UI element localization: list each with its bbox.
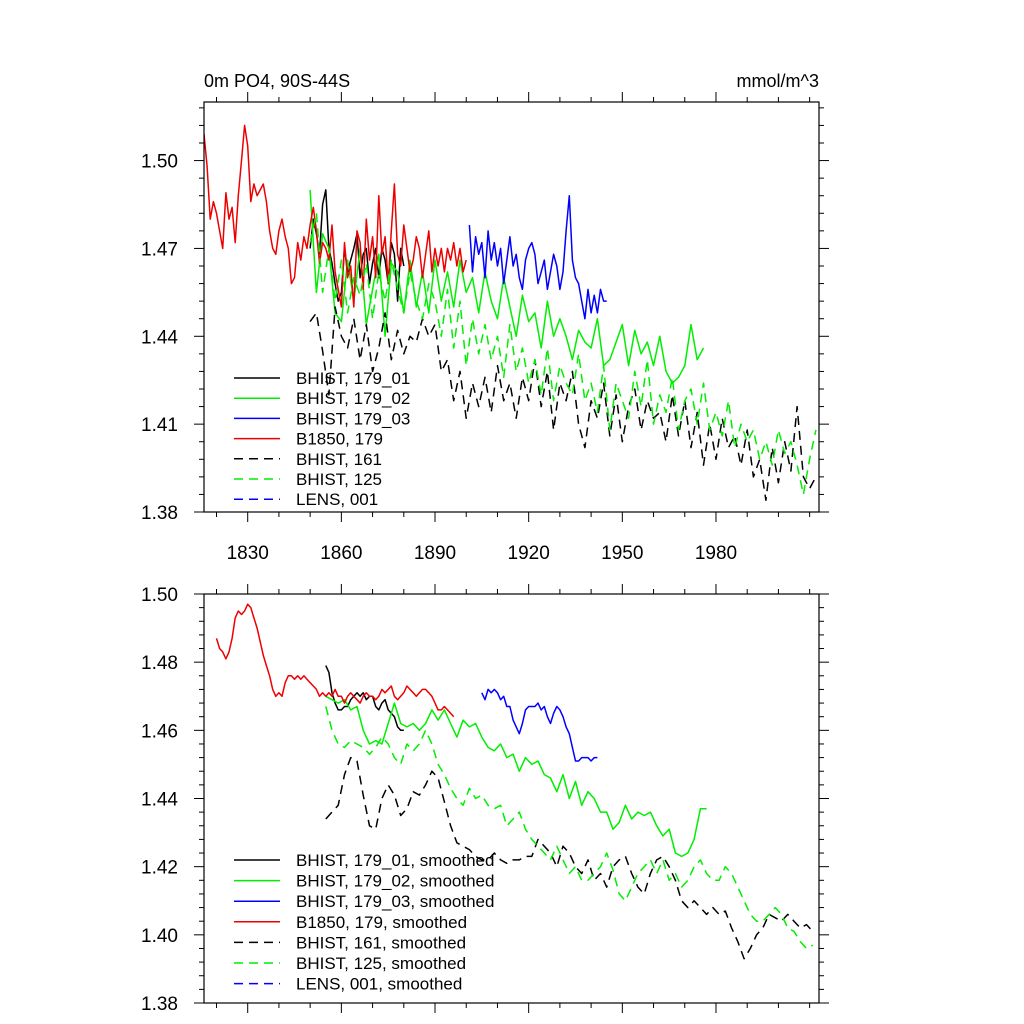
top-chart-title: 0m PO4, 90S-44S [204,71,350,91]
top-y-tick-label: 1.47 [141,239,178,260]
bottom-legend-label-6: LENS, 001, smoothed [296,975,462,994]
top-chart-units: mmol/m^3 [737,71,819,91]
bottom-legend-label-2: BHIST, 179_03, smoothed [296,892,494,911]
bottom-y-tick-label: 1.46 [141,721,178,742]
top-x-tick-label: 1950 [601,543,643,564]
bottom-series-line-2 [481,688,598,762]
bottom-y-tick-label: 1.38 [141,994,178,1015]
bottom-y-tick-label: 1.42 [141,858,178,879]
top-plot-frame [203,101,820,513]
top-series-line-4 [309,306,817,502]
bottom-y-tick-label: 1.50 [141,585,178,606]
bottom-legend-label-4: BHIST, 161, smoothed [296,933,466,952]
bottom-legend-label-3: B1850, 179, smoothed [296,913,467,932]
top-series-line-2 [468,194,607,320]
top-legend-label-3: B1850, 179 [296,430,383,449]
bottom-panel: 1.38 1.40 1.42 1.44 1.46 1.48 1.50 BHIST, 179_0… [141,584,829,1015]
top-x-tick-label: 1920 [508,543,550,564]
top-y-tick-label: 1.50 [141,152,178,173]
top-x-tick-label: 1890 [414,543,456,564]
top-panel: 0m PO4, 90S-44S mmol/m^3 1830 1860 1890 192… [141,71,829,564]
bottom-y-tick-label: 1.40 [141,926,178,947]
bottom-legend-label-5: BHIST, 125, smoothed [296,954,466,973]
top-y-tick-label: 1.44 [141,327,178,348]
bottom-series-line-3 [215,603,455,718]
top-x-tick-label: 1830 [227,543,269,564]
bottom-y-tick-label: 1.48 [141,653,178,674]
bottom-series-line-1 [325,695,707,858]
bottom-legend-label-0: BHIST, 179_01, smoothed [296,851,494,870]
top-series-line-5 [309,212,817,496]
top-x-tick-label: 1860 [320,543,362,564]
bottom-series-line-0 [325,665,404,732]
top-x-tick-label: 1980 [695,543,737,564]
top-legend-label-1: BHIST, 179_02 [296,389,410,408]
top-legend-label-2: BHIST, 179_03 [296,409,410,428]
bottom-y-tick-label: 1.44 [141,790,178,811]
bottom-legend-label-1: BHIST, 179_02, smoothed [296,872,494,891]
top-legend-label-6: LENS, 001 [296,490,378,509]
top-y-tick-label: 1.38 [141,503,178,524]
top-series-line-3 [204,124,467,308]
top-legend-label-0: BHIST, 179_01 [296,369,410,388]
bottom-series-line-5 [325,706,814,950]
top-legend-label-5: BHIST, 125 [296,470,382,489]
top-y-tick-label: 1.41 [141,415,178,436]
bottom-series-line-4 [325,756,814,960]
top-legend-label-4: BHIST, 161 [296,450,382,469]
